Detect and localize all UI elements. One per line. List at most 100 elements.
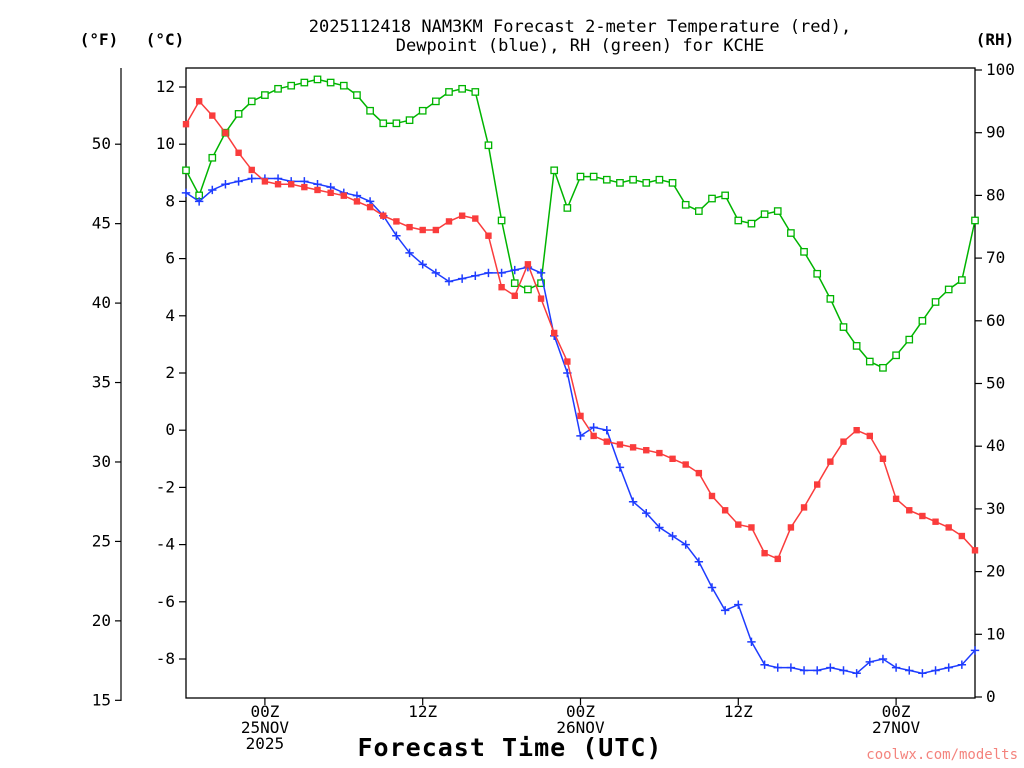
celsius-tick-label: -6 xyxy=(156,592,175,611)
temperature-marker xyxy=(814,481,821,488)
rh-marker xyxy=(931,298,940,306)
dewpoint-marker xyxy=(444,277,454,286)
rh-marker xyxy=(563,204,572,212)
temperature-marker xyxy=(419,226,426,234)
celsius-axis-unit-label: (°C) xyxy=(145,30,185,49)
fahrenheit-tick-label: 30 xyxy=(92,452,111,471)
temperature-marker xyxy=(629,444,637,451)
dewpoint-marker xyxy=(668,531,677,541)
rh-marker xyxy=(313,75,322,84)
dewpoint-marker xyxy=(247,174,256,183)
dewpoint-marker xyxy=(431,268,441,278)
rh-marker xyxy=(760,210,769,219)
temperature-marker xyxy=(892,495,900,503)
dewpoint-marker xyxy=(405,248,414,258)
rh-marker xyxy=(524,285,532,294)
2-meter-temperature-line xyxy=(185,100,976,560)
rh-marker xyxy=(418,106,427,115)
celsius-tick-label: 4 xyxy=(165,306,175,325)
dewpoint-marker xyxy=(813,666,822,675)
temperature-marker xyxy=(564,358,571,365)
time-tick-label: 27NOV xyxy=(872,718,921,737)
dewpoint-marker xyxy=(642,508,651,518)
dewpoint-marker xyxy=(536,268,546,278)
rh-marker xyxy=(576,172,585,181)
fahrenheit-tick-label: 50 xyxy=(92,134,111,153)
2-meter-temperature-markers xyxy=(182,98,979,563)
rh-marker xyxy=(392,119,401,128)
rh-marker xyxy=(721,191,730,200)
temperature-marker xyxy=(472,215,479,222)
fahrenheit-tick-label: 15 xyxy=(92,690,111,709)
rh-marker xyxy=(300,78,309,87)
rh-marker xyxy=(234,110,243,118)
relative-humidity-markers xyxy=(182,75,979,372)
time-tick-label: 00Z xyxy=(250,702,279,721)
dewpoint-marker xyxy=(628,497,638,506)
dewpoint-marker xyxy=(576,431,585,441)
rh-marker xyxy=(655,175,664,184)
time-tick-label: 00Z xyxy=(882,702,911,721)
relative-humidity-line xyxy=(185,78,976,369)
dewpoint-marker xyxy=(194,197,204,206)
temperature-marker xyxy=(695,469,703,477)
dewpoint-marker xyxy=(878,654,888,664)
rh-tick-label: 10 xyxy=(986,624,1005,643)
temperature-marker xyxy=(537,295,545,302)
rh-marker xyxy=(589,172,598,181)
rh-marker xyxy=(971,216,979,225)
rh-marker xyxy=(497,216,506,225)
temperature-marker xyxy=(906,507,913,514)
dewpoint-marker xyxy=(760,660,769,669)
temperature-marker xyxy=(406,223,413,231)
rh-tick-label: 30 xyxy=(986,499,1005,518)
time-tick-label: 12Z xyxy=(408,702,437,721)
rh-marker xyxy=(813,269,822,278)
dewpoint-marker xyxy=(510,265,519,275)
dewpoint-marker xyxy=(694,557,704,566)
rh-marker xyxy=(379,119,388,128)
dewpoint-markers xyxy=(181,174,980,678)
temperature-marker xyxy=(879,455,887,462)
temperature-marker xyxy=(551,329,558,337)
temperature-marker xyxy=(932,518,939,525)
dewpoint-marker xyxy=(839,666,848,675)
watermark-link[interactable]: coolwx.com/modelts xyxy=(866,747,1018,763)
rh-marker xyxy=(339,81,348,90)
rh-marker xyxy=(747,219,756,228)
rh-marker xyxy=(471,88,480,96)
temperature-marker xyxy=(721,507,729,514)
temperature-marker xyxy=(261,178,269,185)
fahrenheit-tick-label: 40 xyxy=(92,293,111,312)
dewpoint-marker xyxy=(418,260,427,269)
fahrenheit-tick-label: 20 xyxy=(92,611,111,630)
dewpoint-marker xyxy=(734,600,743,609)
dewpoint-marker xyxy=(655,523,664,532)
temperature-marker xyxy=(577,412,584,420)
dewpoint-marker xyxy=(852,669,861,678)
rh-marker xyxy=(629,175,637,184)
temperature-marker xyxy=(485,232,492,239)
celsius-tick-label: 10 xyxy=(156,134,175,153)
temperature-marker xyxy=(445,218,453,225)
dewpoint-marker xyxy=(707,583,717,592)
time-tick-label: 26NOV xyxy=(556,718,605,737)
rh-tick-label: 90 xyxy=(986,123,1005,142)
rh-marker xyxy=(182,166,190,175)
plot-frame xyxy=(185,67,976,699)
temperature-marker xyxy=(590,432,597,440)
temperature-marker xyxy=(393,218,400,225)
time-tick-label: 2025 xyxy=(246,734,285,753)
temperature-marker xyxy=(288,181,295,188)
dewpoint-marker xyxy=(970,646,980,655)
dewpoint-marker xyxy=(615,463,625,472)
rh-marker xyxy=(445,88,453,96)
celsius-tick-label: -2 xyxy=(156,477,175,496)
rh-marker xyxy=(431,97,440,106)
temperature-marker xyxy=(827,458,834,465)
temperature-marker xyxy=(209,112,216,119)
temperature-marker xyxy=(919,512,926,520)
